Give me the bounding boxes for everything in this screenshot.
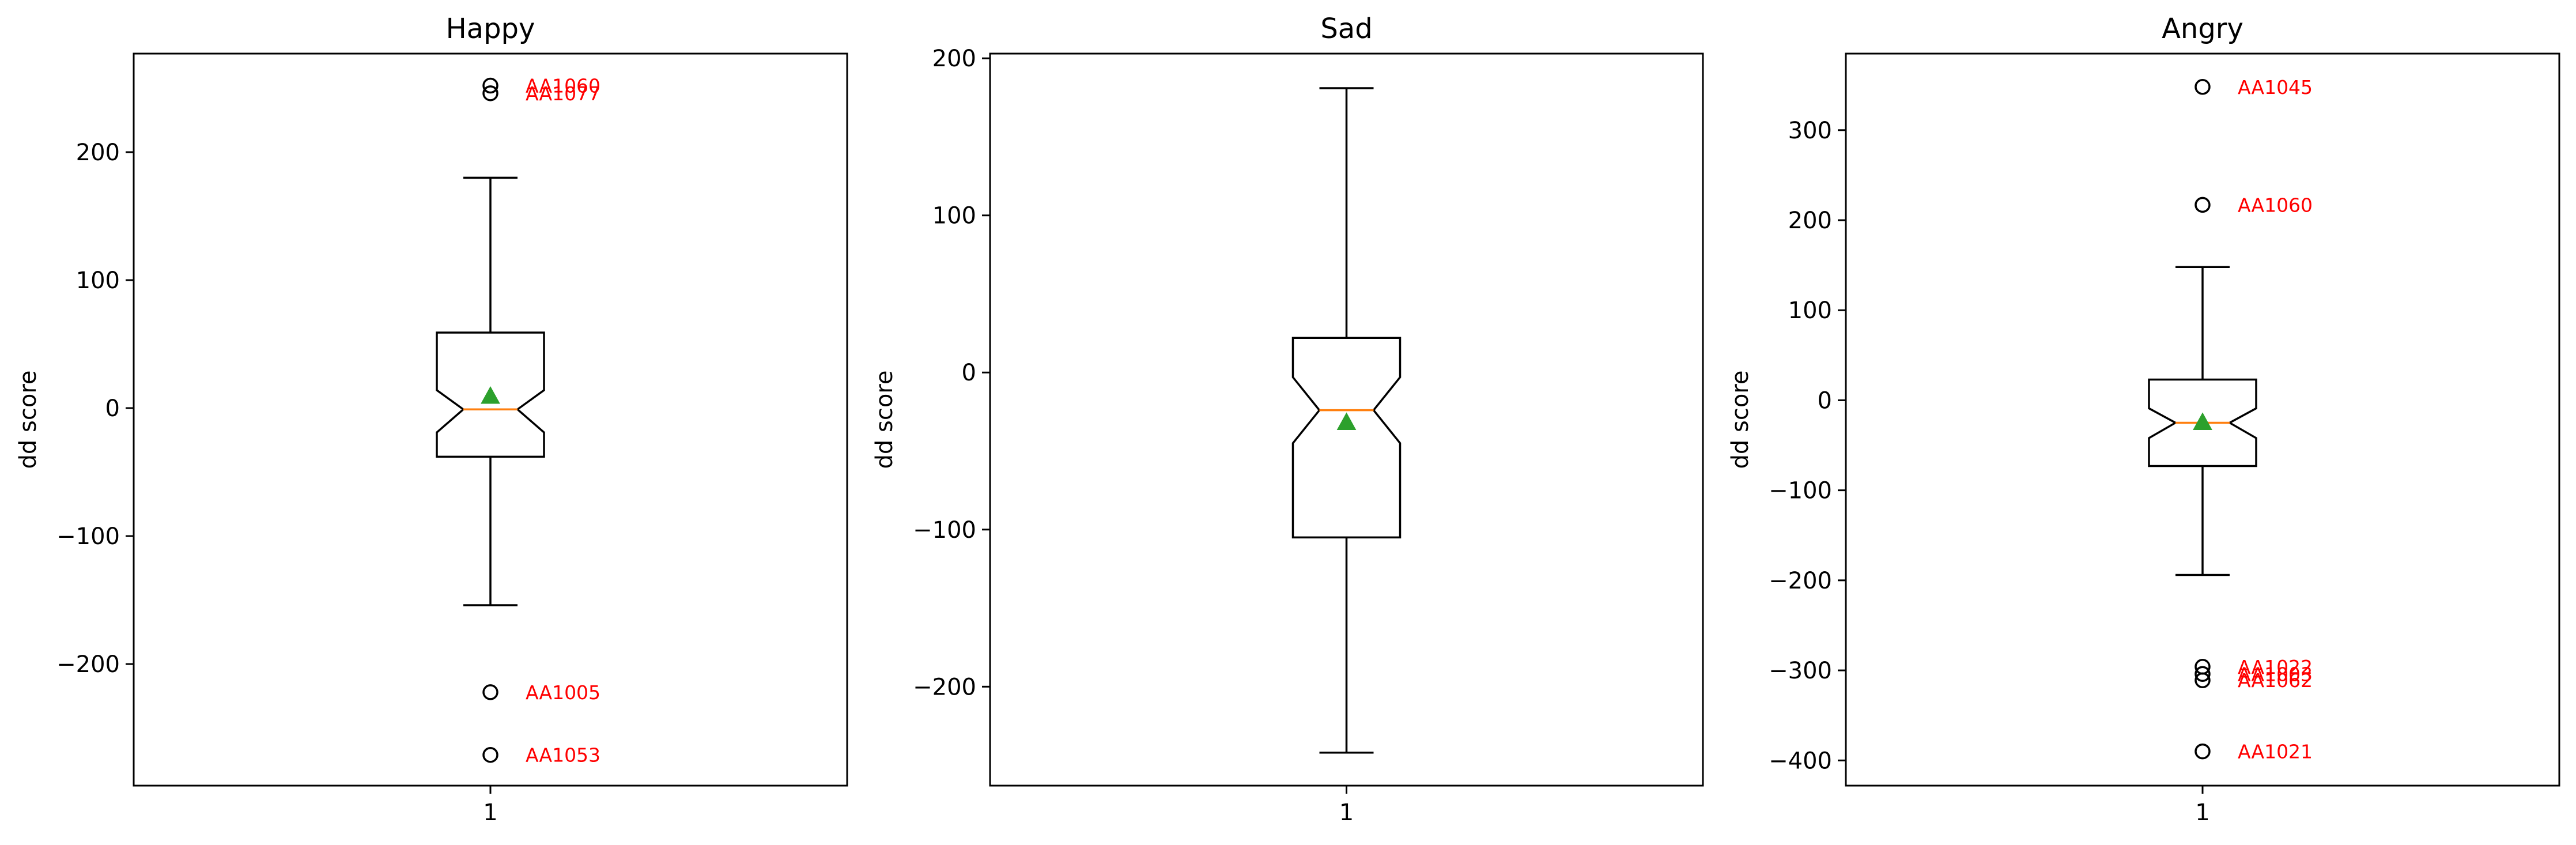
outlier-label: AA1060	[2238, 194, 2313, 216]
mean-marker	[481, 387, 500, 403]
y-tick-label: 300	[1788, 118, 1832, 144]
outlier-label: AA1005	[526, 681, 600, 704]
y-tick-label: −200	[56, 651, 120, 678]
y-tick-label: 100	[932, 203, 976, 229]
outlier-label: AA1045	[2238, 76, 2313, 99]
axes-frame	[134, 54, 847, 786]
y-tick-label: 200	[932, 46, 976, 72]
y-tick-label: 100	[1788, 297, 1832, 324]
outlier-label: AA1021	[2238, 741, 2313, 763]
outlier-label: AA1077	[526, 82, 600, 105]
outlier-point	[2196, 745, 2209, 759]
chart-title: Happy	[446, 13, 535, 45]
outlier-point	[2196, 198, 2209, 212]
notched-box	[1293, 338, 1400, 537]
y-tick-label: 0	[1818, 387, 1832, 414]
x-tick-label: 1	[1339, 799, 1354, 826]
y-tick-label: −200	[1769, 568, 1832, 594]
panel-sad: Sad dd score −200 −100 0 100 200 1	[871, 13, 1703, 826]
y-axis-label: dd score	[871, 371, 898, 469]
mean-marker	[1338, 413, 1356, 429]
y-tick-label: −100	[56, 523, 120, 550]
chart-title: Angry	[2162, 13, 2243, 45]
y-axis-label: dd score	[15, 371, 41, 469]
y-tick-label: 0	[105, 395, 120, 422]
x-tick-label: 1	[2195, 799, 2209, 826]
y-axis-label: dd score	[1727, 371, 1754, 469]
y-tick-label: 100	[76, 267, 120, 294]
y-tick-label: 0	[962, 360, 976, 386]
x-tick-label: 1	[483, 799, 497, 826]
y-tick-label: −400	[1769, 748, 1832, 774]
outlier-point	[2196, 80, 2209, 94]
chart-title: Sad	[1320, 13, 1372, 45]
outlier-point	[484, 685, 497, 699]
mean-marker	[2193, 413, 2212, 429]
outlier-label: AA1062	[2238, 669, 2313, 692]
y-tick-label: 200	[76, 139, 120, 166]
y-tick-label: −100	[913, 517, 976, 544]
y-tick-label: −200	[913, 674, 976, 700]
y-tick-label: −300	[1769, 658, 1832, 684]
y-tick-label: 200	[1788, 208, 1832, 234]
y-tick-label: −100	[1769, 478, 1832, 504]
outlier-point	[484, 748, 497, 762]
outlier-label: AA1053	[526, 744, 600, 767]
panel-angry: Angry dd score −400 −300 −200 −100 0 100 200 300 1…	[1727, 13, 2559, 826]
